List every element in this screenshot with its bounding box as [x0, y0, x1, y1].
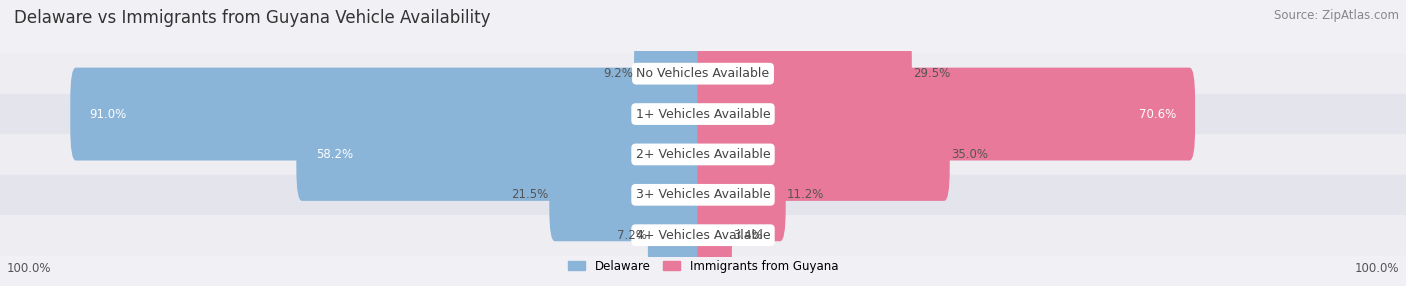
- Text: 1+ Vehicles Available: 1+ Vehicles Available: [636, 108, 770, 121]
- Text: 4+ Vehicles Available: 4+ Vehicles Available: [636, 229, 770, 242]
- Text: 9.2%: 9.2%: [603, 67, 633, 80]
- Text: Delaware vs Immigrants from Guyana Vehicle Availability: Delaware vs Immigrants from Guyana Vehic…: [14, 9, 491, 27]
- Text: 21.5%: 21.5%: [510, 188, 548, 201]
- FancyBboxPatch shape: [70, 67, 709, 160]
- FancyBboxPatch shape: [0, 175, 1406, 215]
- FancyBboxPatch shape: [697, 27, 912, 120]
- FancyBboxPatch shape: [648, 189, 709, 282]
- Text: 58.2%: 58.2%: [316, 148, 353, 161]
- Text: 100.0%: 100.0%: [1354, 262, 1399, 275]
- Text: 91.0%: 91.0%: [90, 108, 127, 121]
- Text: 3+ Vehicles Available: 3+ Vehicles Available: [636, 188, 770, 201]
- FancyBboxPatch shape: [0, 53, 1406, 94]
- FancyBboxPatch shape: [697, 67, 1195, 160]
- FancyBboxPatch shape: [0, 94, 1406, 134]
- FancyBboxPatch shape: [697, 189, 733, 282]
- Text: 100.0%: 100.0%: [7, 262, 52, 275]
- Text: 2+ Vehicles Available: 2+ Vehicles Available: [636, 148, 770, 161]
- Text: 70.6%: 70.6%: [1139, 108, 1175, 121]
- Text: No Vehicles Available: No Vehicles Available: [637, 67, 769, 80]
- Text: 7.2%: 7.2%: [617, 229, 647, 242]
- FancyBboxPatch shape: [550, 148, 709, 241]
- FancyBboxPatch shape: [297, 108, 709, 201]
- Legend: Delaware, Immigrants from Guyana: Delaware, Immigrants from Guyana: [562, 255, 844, 277]
- Text: 29.5%: 29.5%: [914, 67, 950, 80]
- FancyBboxPatch shape: [697, 108, 949, 201]
- FancyBboxPatch shape: [0, 134, 1406, 175]
- Text: 35.0%: 35.0%: [950, 148, 988, 161]
- FancyBboxPatch shape: [697, 148, 786, 241]
- Text: 3.4%: 3.4%: [734, 229, 763, 242]
- Text: 11.2%: 11.2%: [787, 188, 824, 201]
- FancyBboxPatch shape: [0, 215, 1406, 255]
- Text: Source: ZipAtlas.com: Source: ZipAtlas.com: [1274, 9, 1399, 21]
- FancyBboxPatch shape: [634, 27, 709, 120]
